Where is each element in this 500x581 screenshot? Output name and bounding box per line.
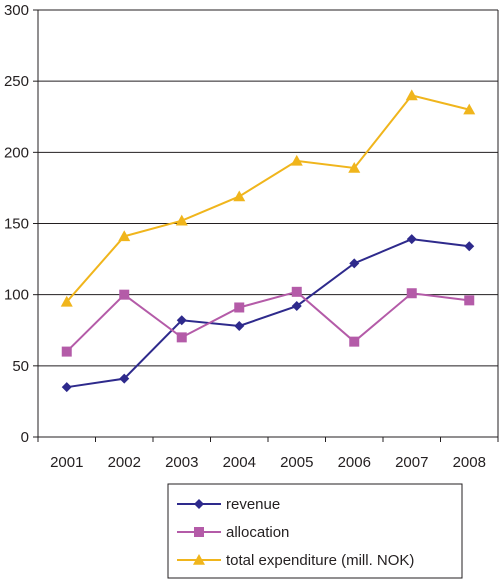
- data-point: [119, 373, 130, 384]
- legend-marker: [193, 554, 205, 565]
- y-tick-label: 300: [4, 2, 29, 19]
- x-tick-label: 2007: [395, 454, 428, 471]
- data-point: [119, 289, 130, 300]
- y-tick-label: 100: [4, 287, 29, 304]
- data-point: [176, 315, 187, 326]
- y-tick-label: 50: [12, 358, 29, 375]
- series-group: [60, 89, 476, 393]
- series-line: [66, 238, 470, 389]
- y-tick-label: 250: [4, 73, 29, 90]
- data-point: [349, 336, 360, 347]
- legend-marker: [194, 499, 204, 509]
- gridlines: [38, 9, 498, 367]
- x-tick-label: 2004: [223, 454, 256, 471]
- x-tick-label: 2005: [280, 454, 313, 471]
- legend: revenue allocation total expenditure (mill…: [167, 483, 463, 579]
- x-tick-label: 2008: [453, 454, 486, 471]
- series-total: [60, 89, 476, 307]
- data-point: [61, 382, 72, 393]
- data-point: [464, 295, 475, 306]
- data-point: [61, 346, 72, 357]
- data-point: [290, 154, 303, 166]
- y-tick-label: 200: [4, 144, 29, 161]
- data-point: [464, 241, 475, 252]
- data-point: [234, 320, 245, 331]
- legend-item: allocation: [177, 524, 289, 541]
- legend-item: total expenditure (mill. NOK): [177, 552, 414, 569]
- data-point: [176, 332, 187, 343]
- data-point: [291, 301, 302, 312]
- data-point: [291, 286, 302, 297]
- y-axis-ticks: 0 50 100 150 200 250 300: [4, 2, 38, 446]
- data-point: [233, 190, 246, 202]
- data-point: [349, 258, 360, 269]
- data-point: [463, 103, 476, 115]
- data-point: [406, 288, 417, 299]
- series-revenue: [61, 234, 475, 393]
- x-tick-label: 2006: [338, 454, 371, 471]
- x-axis-ticks: 2001 2002 2003 2004 2005 2006 2007 2008: [37, 437, 499, 471]
- x-tick-label: 2002: [108, 454, 141, 471]
- series-allocation: [61, 286, 475, 357]
- legend-marker: [194, 527, 204, 537]
- y-tick-label: 150: [4, 216, 29, 233]
- data-point: [234, 302, 245, 313]
- data-point: [348, 161, 361, 173]
- legend-label: total expenditure (mill. NOK): [226, 552, 414, 569]
- data-point: [406, 234, 417, 245]
- data-point: [405, 89, 418, 101]
- legend-item: revenue: [177, 496, 280, 513]
- x-tick-label: 2003: [165, 454, 198, 471]
- legend-label: allocation: [226, 524, 289, 541]
- data-point: [118, 230, 131, 242]
- x-tick-label: 2001: [50, 454, 83, 471]
- legend-label: revenue: [226, 496, 280, 513]
- data-point: [175, 214, 188, 226]
- data-point: [60, 295, 73, 307]
- y-tick-label: 0: [21, 429, 29, 446]
- series-line: [66, 290, 470, 353]
- series-line: [65, 94, 470, 303]
